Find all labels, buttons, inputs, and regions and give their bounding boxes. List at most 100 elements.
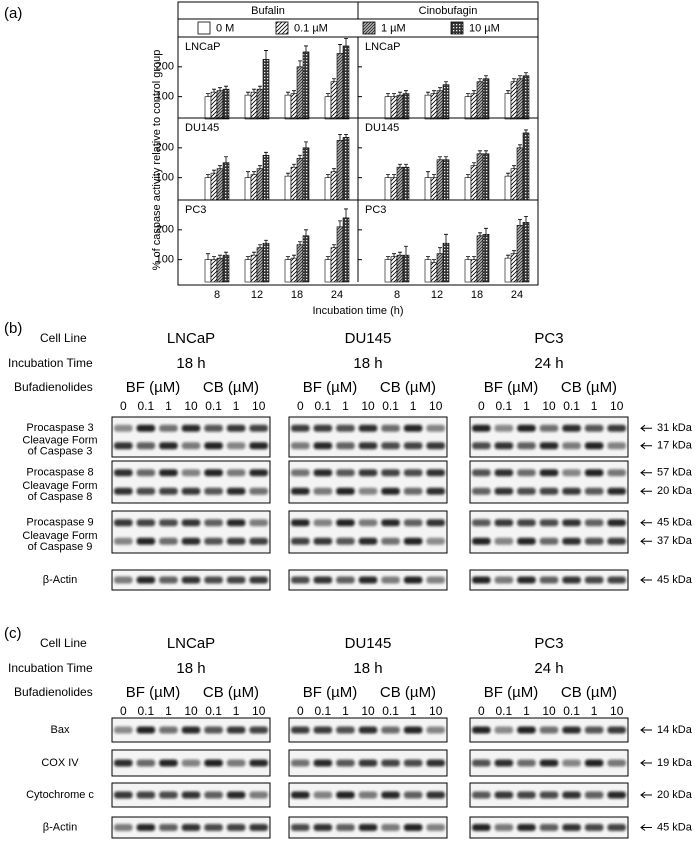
band [114, 424, 133, 432]
y-tick-label: 200 [156, 224, 174, 236]
error-bar [264, 151, 268, 156]
bar [436, 159, 444, 201]
band [584, 759, 604, 767]
error-bar [206, 93, 210, 97]
band [336, 726, 355, 734]
band [136, 519, 156, 527]
band [562, 487, 581, 495]
error-bar [524, 72, 528, 76]
x-tick-label: 12 [251, 289, 263, 301]
error-bar [478, 232, 482, 236]
lane-label: 0 [297, 399, 304, 413]
error-bar [386, 174, 390, 178]
lane-label: 10 [429, 399, 443, 413]
band [226, 487, 246, 495]
blot [111, 510, 271, 554]
bar [256, 168, 264, 201]
bar [522, 132, 530, 201]
bar [262, 59, 270, 120]
lane-label: 10 [361, 704, 375, 718]
lane-label: 0 [478, 704, 485, 718]
bar [342, 45, 350, 120]
chart-title: DU145 [365, 122, 399, 134]
chart-title: PC3 [185, 204, 206, 216]
chart-title: PC3 [365, 204, 386, 216]
error-bar [444, 156, 448, 160]
band [494, 791, 514, 799]
band [607, 469, 626, 477]
lane-label: 10 [429, 704, 443, 718]
band [336, 824, 355, 831]
time: 24 h [534, 660, 563, 677]
band [403, 487, 423, 495]
treatment: CB (µM) [561, 379, 617, 396]
error-bar [286, 172, 290, 177]
error-bar [444, 81, 448, 85]
bar [204, 259, 212, 283]
time: 18 h [353, 355, 382, 372]
band [291, 824, 310, 831]
band [607, 442, 626, 450]
band [313, 487, 333, 495]
legend-label: 1 µM [381, 22, 406, 34]
band [381, 537, 400, 545]
band [249, 759, 268, 767]
bar [384, 259, 392, 283]
kda-label: 20 kDa [657, 485, 693, 497]
band [607, 487, 626, 495]
panel-label: (a) [4, 5, 22, 22]
band [114, 726, 133, 734]
band [114, 824, 133, 831]
error-bar [212, 88, 216, 93]
bar [482, 233, 490, 283]
legend-label: 0 M [216, 22, 234, 34]
band [291, 487, 310, 495]
band [426, 424, 445, 432]
band [494, 726, 514, 734]
bar [244, 177, 252, 201]
bar [216, 257, 224, 283]
error-bar [432, 174, 436, 178]
error-bar [426, 256, 430, 260]
arrow [640, 519, 652, 527]
band [291, 576, 310, 584]
error-bar [298, 60, 302, 67]
treatment: CB (µM) [380, 379, 436, 396]
bar [516, 78, 524, 120]
band [472, 424, 491, 432]
bar [244, 259, 252, 283]
bar [436, 90, 444, 120]
row-label: Incubation Time [8, 661, 93, 675]
band [181, 791, 201, 799]
band [494, 537, 514, 545]
blot [111, 416, 271, 458]
band [426, 469, 445, 477]
error-bar [518, 218, 522, 226]
bar [222, 162, 230, 201]
x-tick-label: 24 [511, 289, 523, 301]
band [494, 469, 514, 477]
error-bar [344, 134, 348, 138]
band [291, 759, 310, 767]
error-bar [392, 174, 396, 178]
band [313, 824, 333, 831]
band [472, 791, 491, 799]
error-bar [224, 85, 228, 90]
y-axis-label: % of caspase activity relative to contro… [151, 50, 163, 271]
error-bar [472, 90, 476, 94]
bar [476, 235, 484, 283]
panel-label: (b) [4, 320, 22, 337]
band [403, 824, 423, 831]
band [226, 759, 246, 767]
error-bar [246, 256, 250, 260]
band-label: of Caspase 3 [28, 446, 93, 458]
time: 18 h [176, 355, 205, 372]
bar [330, 81, 338, 120]
band [403, 791, 423, 799]
bar [262, 154, 270, 201]
bar [342, 217, 350, 283]
band [517, 824, 536, 831]
band [584, 726, 604, 734]
arrow [640, 759, 652, 767]
bar [436, 253, 444, 283]
